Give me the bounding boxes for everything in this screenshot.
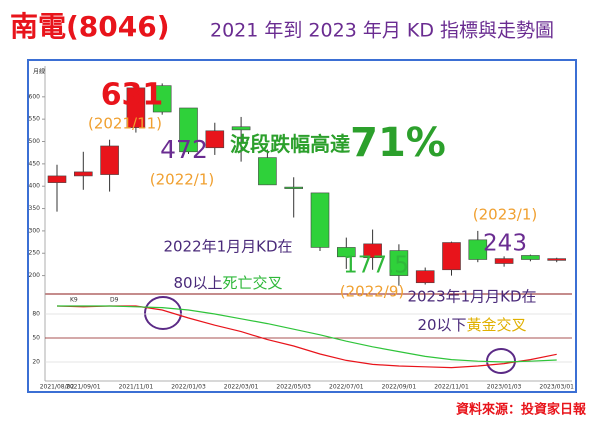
- candle-body: [47, 175, 67, 183]
- annotation-part: 71%: [350, 120, 446, 166]
- x-tick-label: 2022/09/01: [382, 384, 417, 391]
- kd-line: [57, 305, 557, 363]
- candle-body: [205, 130, 225, 149]
- candle-body: [310, 192, 330, 248]
- candle-body: [494, 258, 514, 264]
- y-tick-label: 80: [32, 311, 40, 318]
- y-tick-label: 200: [29, 272, 41, 279]
- candle-body: [152, 85, 172, 113]
- candle-body: [442, 242, 461, 271]
- x-tick-label: 2023/01/03: [487, 384, 522, 391]
- annotation: 243: [483, 231, 527, 257]
- candle-body: [547, 258, 567, 261]
- candle-body: [468, 239, 488, 260]
- legend-entry: D9: [110, 297, 119, 304]
- y-tick-label: 250: [29, 250, 41, 257]
- annotation: 2022年1月月KD在: [163, 238, 292, 256]
- subtitle: 2021 年到 2023 年月 KD 指標與走勢圖: [210, 20, 554, 42]
- candle-body: [415, 270, 435, 284]
- candle-body: [284, 186, 304, 189]
- annotation: 20以下黃金交叉: [417, 316, 526, 334]
- panel-label: 月線: [33, 68, 45, 76]
- annotation-part: 波段跌幅高達: [230, 132, 350, 156]
- x-tick-label: 2022/03/01: [224, 384, 259, 391]
- candle-body: [521, 255, 540, 260]
- highlight-circle: [144, 296, 182, 330]
- y-tick-label: 600: [29, 93, 41, 100]
- x-tick-label: 2022/05/03: [276, 384, 311, 391]
- x-tick-label: 2023/03/01: [539, 384, 574, 391]
- candle-body: [100, 145, 119, 175]
- y-tick-label: 350: [29, 205, 41, 212]
- candle-body: [126, 87, 146, 128]
- annotation-part: 80以上: [173, 274, 222, 292]
- y-tick-label: 50: [32, 335, 40, 342]
- y-tick-label: 550: [29, 116, 41, 123]
- highlight-circle: [486, 348, 516, 374]
- annotation-part: 死亡交叉: [223, 274, 283, 292]
- annotation-part: 黃金交叉: [467, 316, 527, 334]
- frame: [27, 59, 577, 393]
- x-tick-label: 2021/08/02: [40, 384, 75, 391]
- y-tick-label: 20: [32, 359, 40, 366]
- candle-body: [231, 126, 251, 131]
- y-tick-label: 450: [29, 160, 41, 167]
- annotation: 177.5: [343, 253, 409, 279]
- annotation: 472: [160, 135, 208, 164]
- candle-body: [74, 171, 93, 177]
- x-tick-label: 2022/07/01: [329, 384, 364, 391]
- y-tick-label: 300: [29, 227, 41, 234]
- legend-entry: K9: [70, 297, 78, 304]
- candle-body: [363, 243, 382, 259]
- y-tick-label: 400: [29, 183, 41, 190]
- stock-title: 南電(8046): [10, 10, 170, 43]
- annotation: (2022/1): [150, 171, 214, 189]
- x-tick-label: 2021/11/01: [119, 384, 154, 391]
- annotation: (2023/1): [473, 206, 537, 224]
- annotation: 80以上死亡交叉: [173, 274, 282, 292]
- x-tick-label: 2022/11/01: [434, 384, 469, 391]
- x-tick-label: 2022/01/03: [171, 384, 206, 391]
- annotation: (2021/11): [88, 115, 162, 133]
- drop-annotation: 波段跌幅高達71%: [230, 120, 446, 166]
- candle-body: [336, 247, 356, 258]
- annotation-part: 20以下: [417, 316, 466, 334]
- annotation: 631: [101, 78, 164, 113]
- candle-body: [179, 107, 198, 153]
- x-tick-label: 2021/09/01: [66, 384, 101, 391]
- candle-body: [389, 250, 409, 276]
- annotation: 2023年1月月KD在: [407, 288, 536, 306]
- annotation: (2022/9): [340, 283, 404, 301]
- source: 資料來源：投資家日報: [456, 402, 587, 418]
- y-tick-label: 500: [29, 138, 41, 145]
- candle-body: [258, 157, 277, 186]
